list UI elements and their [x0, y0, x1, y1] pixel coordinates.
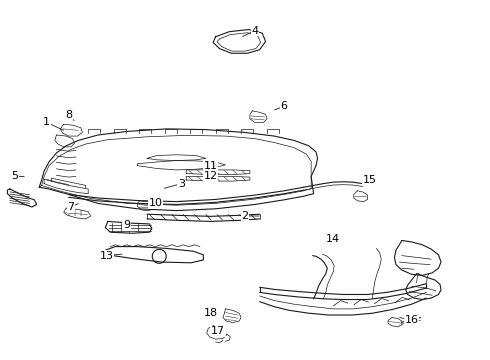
Text: 18: 18: [204, 308, 218, 318]
Text: 6: 6: [281, 101, 288, 111]
Text: 15: 15: [363, 175, 377, 185]
Text: 14: 14: [326, 234, 340, 244]
Text: 9: 9: [123, 220, 130, 230]
Text: 11: 11: [204, 161, 218, 171]
Text: 5: 5: [11, 171, 18, 181]
Text: 17: 17: [211, 326, 225, 336]
Text: 8: 8: [65, 110, 72, 120]
Text: 2: 2: [242, 211, 248, 221]
Text: 3: 3: [178, 179, 185, 189]
Text: 4: 4: [251, 26, 258, 36]
Text: 1: 1: [43, 117, 50, 127]
Text: 16: 16: [405, 315, 418, 325]
Text: 12: 12: [204, 171, 218, 181]
Text: 7: 7: [68, 202, 74, 212]
Text: 10: 10: [149, 198, 163, 208]
Text: 13: 13: [100, 251, 114, 261]
